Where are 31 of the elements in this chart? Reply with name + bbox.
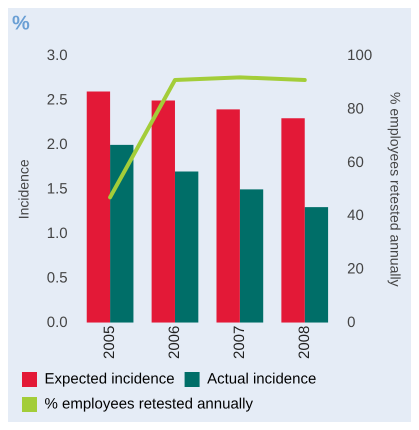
x-tick-label: 2005: [101, 326, 118, 360]
legend-label: % employees retested annually: [44, 396, 254, 413]
y-tick-label: 3.0: [46, 47, 68, 64]
bar: [152, 100, 175, 323]
y2-axis-title: % employees retested annually: [388, 92, 404, 287]
legend-label: Expected incidence: [44, 370, 175, 388]
y-tick-label: 1.0: [46, 224, 68, 242]
y-tick-label: 2.5: [46, 92, 68, 109]
y2-tick-label: 40: [347, 207, 364, 224]
bar: [110, 144, 134, 323]
y2-tick-label: 80: [347, 100, 364, 118]
y-tick-label: 2.0: [46, 136, 68, 154]
bar: [216, 109, 240, 323]
y2-tick-label: 0: [347, 314, 356, 331]
bar: [304, 207, 328, 323]
x-tick-label: 2008: [296, 326, 313, 360]
x-tick-label: 2007: [230, 326, 248, 360]
y-tick-label: 1.5: [46, 180, 68, 198]
y-tick-label: 0.0: [46, 314, 68, 331]
bar: [174, 172, 198, 323]
bar: [281, 118, 305, 323]
x-tick-label: 2006: [166, 326, 184, 360]
y2-tick-label: 100: [347, 47, 372, 64]
bar: [86, 92, 110, 323]
chart-title: %: [12, 12, 30, 35]
y-axis-title: Incidence: [15, 159, 32, 220]
y2-tick-label: 20: [347, 260, 364, 278]
y2-tick-label: 60: [347, 154, 364, 171]
bar: [240, 189, 264, 323]
legend-label: Actual incidence: [207, 370, 316, 388]
y-tick-label: 0.5: [46, 269, 68, 286]
